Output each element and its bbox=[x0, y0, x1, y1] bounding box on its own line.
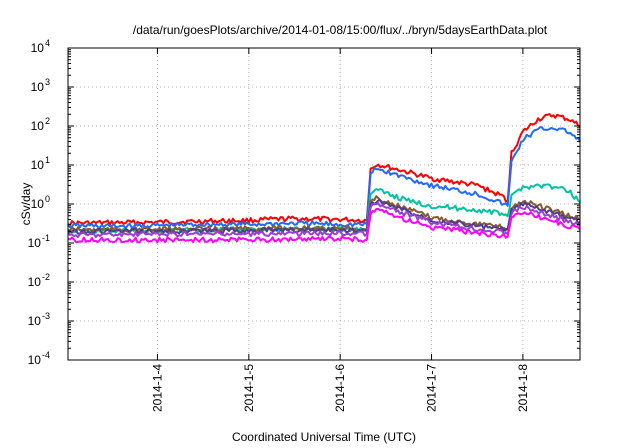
y-tick-exponent: 3 bbox=[45, 77, 50, 87]
y-tick-exponent: 4 bbox=[45, 38, 50, 48]
series-line bbox=[67, 207, 581, 244]
x-tick-label: 2014-1-8 bbox=[516, 364, 530, 412]
x-axis: 2014-1-4 2014-1-5 2014-1-6 2014-1-7 2014-1-8 bbox=[150, 48, 530, 412]
y-tick-exponent: 0 bbox=[45, 194, 50, 204]
x-axis-label: Coordinated Universal Time (UTC) bbox=[232, 430, 416, 444]
series-lines bbox=[67, 113, 581, 244]
x-tick-label: 2014-1-4 bbox=[150, 364, 164, 412]
y-axis-label: cSv/day bbox=[19, 183, 33, 226]
y-tick-exponent: 2 bbox=[45, 116, 50, 126]
x-tick-label: 2014-1-5 bbox=[242, 364, 256, 412]
series-line bbox=[67, 202, 581, 239]
chart-title: /data/run/goesPlots/archive/2014-01-08/1… bbox=[133, 23, 548, 37]
x-tick-label: 2014-1-7 bbox=[425, 364, 439, 412]
x-tick-label: 2014-1-6 bbox=[333, 364, 347, 412]
y-tick-exponent: -3 bbox=[42, 311, 50, 321]
y-tick-exponent: 1 bbox=[45, 155, 50, 165]
y-tick-exponent: -1 bbox=[42, 233, 50, 243]
y-tick-exponent: -2 bbox=[42, 272, 50, 282]
y-tick-exponent: -4 bbox=[42, 350, 50, 360]
series-line bbox=[67, 126, 581, 230]
